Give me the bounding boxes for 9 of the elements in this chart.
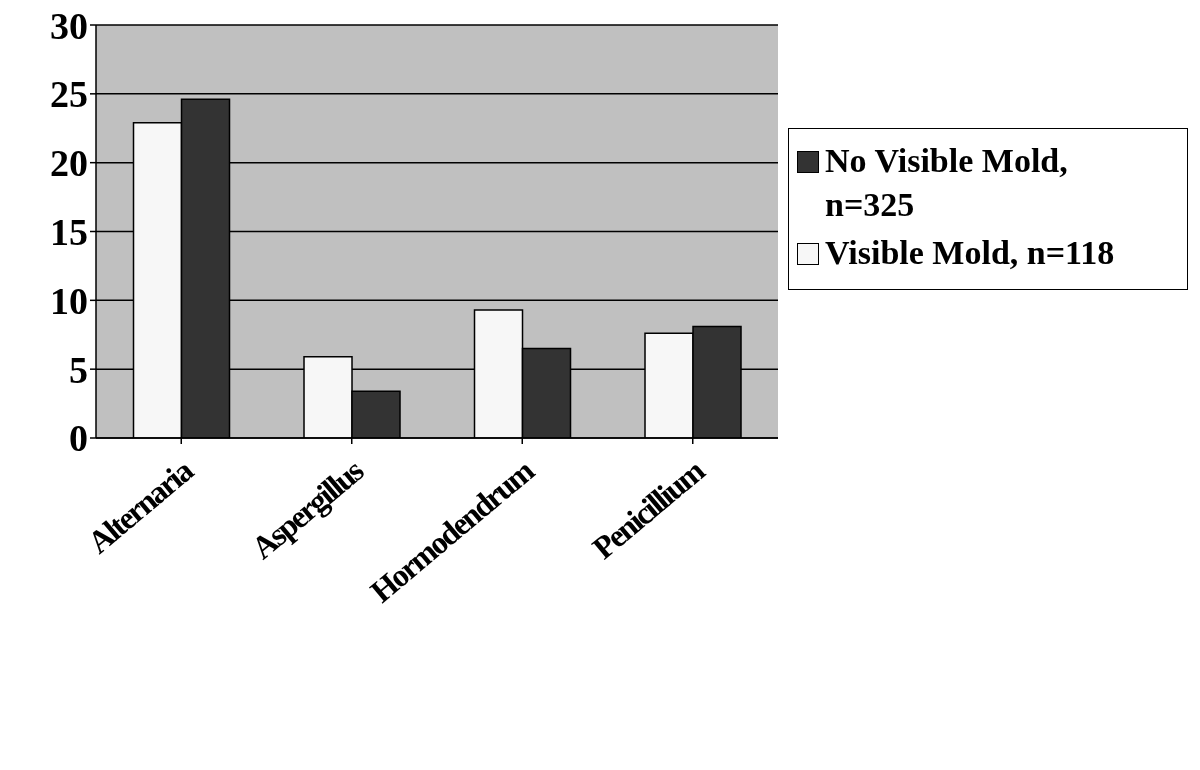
y-tick-label: 25 [50, 73, 88, 116]
y-tick-label: 30 [50, 4, 88, 47]
y-tick-label: 5 [69, 348, 88, 391]
y-tick-label: 15 [50, 210, 88, 253]
y-tick-label: 20 [50, 142, 88, 185]
y-tick-label: 0 [69, 417, 88, 460]
legend-label: Visible Mold, n=118 [825, 233, 1116, 273]
legend-label: No Visible Mold, n=325 [825, 141, 1069, 225]
y-tick-label: 10 [50, 279, 88, 322]
